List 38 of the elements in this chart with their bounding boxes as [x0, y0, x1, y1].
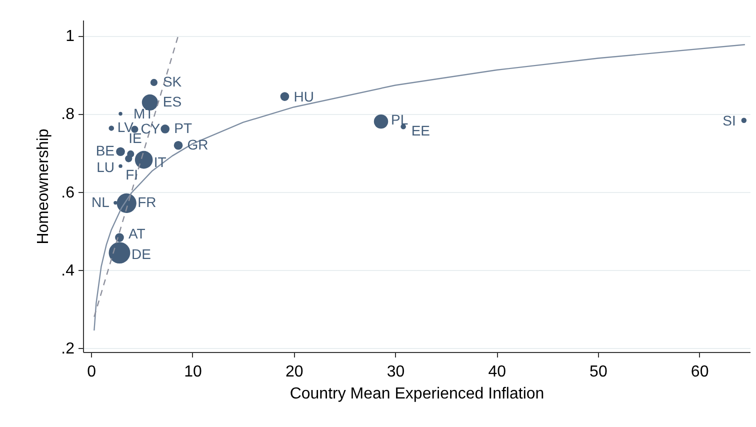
annotation: FR [138, 194, 156, 210]
point [160, 124, 170, 134]
annotation: DE [131, 246, 151, 262]
annotation: NL [92, 194, 110, 210]
x-tick-label: 50 [590, 364, 608, 380]
y-tick-label: .8 [61, 106, 75, 124]
annotation: EE [411, 122, 430, 139]
annotation: HU [294, 88, 314, 105]
point [116, 147, 125, 156]
annotation: FI [126, 166, 138, 183]
point [174, 140, 183, 150]
point [125, 155, 132, 162]
annotation: BE [96, 142, 115, 159]
x-tick-label: 20 [285, 364, 304, 380]
point [280, 92, 290, 101]
y-axis-title: Homeownership [35, 128, 52, 244]
annotation: SI [722, 112, 736, 128]
point [150, 78, 158, 86]
x-tick-label: 60 [690, 364, 709, 380]
x-axis-title: Country Mean Experienced Inflation [290, 386, 544, 402]
annotation: PT [174, 120, 192, 136]
line-series [94, 44, 746, 332]
annotation: ES [162, 93, 182, 110]
annotation: CY [140, 120, 161, 136]
annotation: PL [391, 112, 408, 128]
y-tick-label: .2 [61, 340, 75, 358]
point [115, 233, 124, 242]
annotation: AT [128, 226, 146, 242]
y-tick-label: .4 [61, 262, 75, 280]
x-tick-label: 0 [87, 364, 96, 380]
annotation: GR [187, 136, 208, 152]
x-tick-label: 10 [184, 364, 202, 380]
y-tick-label: 1 [66, 28, 75, 46]
y-tick-label: .6 [61, 184, 75, 202]
x-tick-label: 40 [488, 364, 506, 380]
annotation: LU [96, 159, 115, 176]
annotation: SK [162, 73, 182, 90]
x-tick-label: 30 [386, 364, 405, 380]
